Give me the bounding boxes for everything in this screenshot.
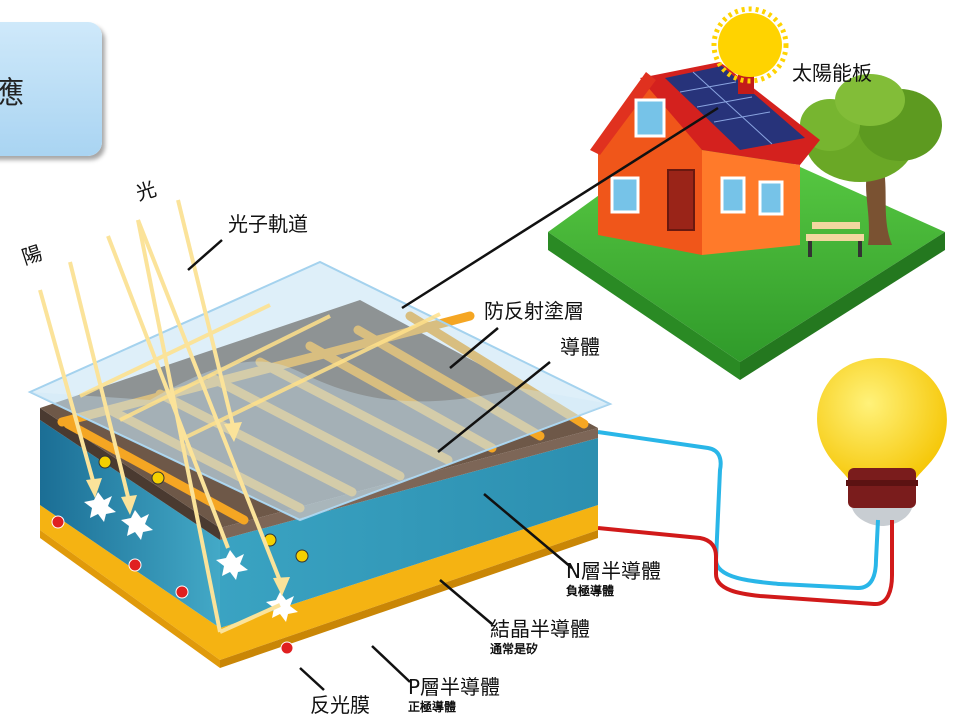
label-conductor: 導體 [560,335,600,359]
house-scene [548,6,945,380]
label-solar-panel: 太陽能板 [792,61,872,85]
solar-cell-block [27,199,613,668]
label-reflective-film: 反光膜 [310,693,370,717]
label-anti-reflective: 防反射塗層 [484,299,584,323]
negative-wire [597,430,880,591]
conductor-strips [57,311,589,525]
positive-wire [597,520,894,606]
title-box: 應 [0,22,102,156]
label-p-layer-sub: 正極導體 [408,700,457,714]
label-crystal-sub: 通常是矽 [490,642,539,656]
bench [806,222,864,257]
sun-icon [711,6,789,84]
label-n-layer: N層半導體 [566,559,661,583]
sun-rays [38,199,284,634]
leader-lines [187,106,719,691]
n-layer-top [40,300,598,528]
label-photon-path: 光子軌道 [228,212,308,236]
roof-solar-panel [665,66,805,150]
tree [800,74,942,245]
label-crystal: 結晶半導體 [490,617,590,641]
title-fragment: 應 [0,76,24,111]
label-p-layer: P層半導體 [408,675,501,699]
light-bulb-icon [817,358,947,526]
anti-reflective-coating [27,260,613,522]
charge-carriers [51,455,309,655]
label-n-layer-sub: 負極導體 [566,584,615,598]
